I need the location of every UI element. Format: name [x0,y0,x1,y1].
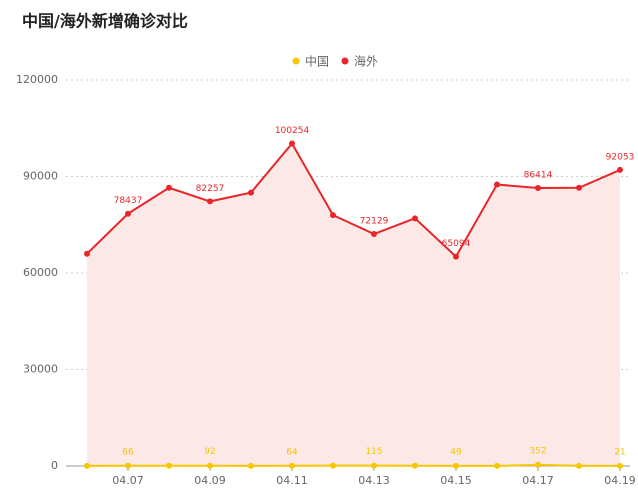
data-label: 21 [614,447,625,457]
data-label: 82257 [196,184,225,194]
x-tick-label: 04.11 [276,474,308,487]
legend-dot [292,57,300,65]
point [453,253,459,260]
data-label: 115 [365,447,382,457]
point [576,462,582,469]
data-label: 65094 [442,239,471,249]
point [371,462,377,469]
point [330,212,336,219]
point [576,184,582,191]
point [166,184,172,191]
point [412,215,418,222]
x-tick-label: 04.09 [194,474,226,487]
point [535,185,541,192]
x-tick-label: 04.07 [112,474,144,487]
data-label: 92 [204,447,215,457]
x-tick-label: 04.13 [358,474,390,487]
area [87,143,620,466]
data-label: 49 [450,447,462,457]
point [248,462,254,469]
point [412,462,418,469]
legend-label: 中国 [305,54,329,69]
y-tick-label: 60000 [23,266,58,279]
data-label: 86414 [524,171,553,181]
y-tick-label: 120000 [16,73,58,86]
line [86,141,621,259]
point [494,181,500,188]
point [330,462,336,469]
y-tick-label: 0 [51,459,58,472]
point [125,210,131,217]
point [166,462,172,469]
point [289,462,295,469]
data-label: 78437 [114,196,143,206]
point [617,166,623,173]
data-label: 352 [529,446,546,456]
point [371,230,377,237]
data-label: 72129 [360,216,389,226]
point [84,250,90,257]
point [494,462,500,469]
data-label: 92053 [606,152,635,162]
line [86,463,621,467]
point [207,198,213,205]
data-label: 100254 [275,126,310,136]
chart-title: 中国/海外新增确诊对比 [22,12,188,31]
y-tick-label: 30000 [23,363,58,376]
data-label: 64 [286,447,298,457]
x-tick-label: 04.19 [604,474,636,487]
point [289,140,295,147]
point [84,462,90,469]
point [248,189,254,196]
y-tick-label: 90000 [23,170,58,183]
x-tick-label: 04.15 [440,474,472,487]
point [453,462,459,469]
legend-dot [341,57,349,65]
point [125,462,131,469]
point [207,462,213,469]
point [617,462,623,469]
point [535,461,541,468]
data-label: 66 [122,447,134,457]
legend-label: 海外 [354,54,378,69]
x-tick-label: 04.17 [522,474,554,487]
